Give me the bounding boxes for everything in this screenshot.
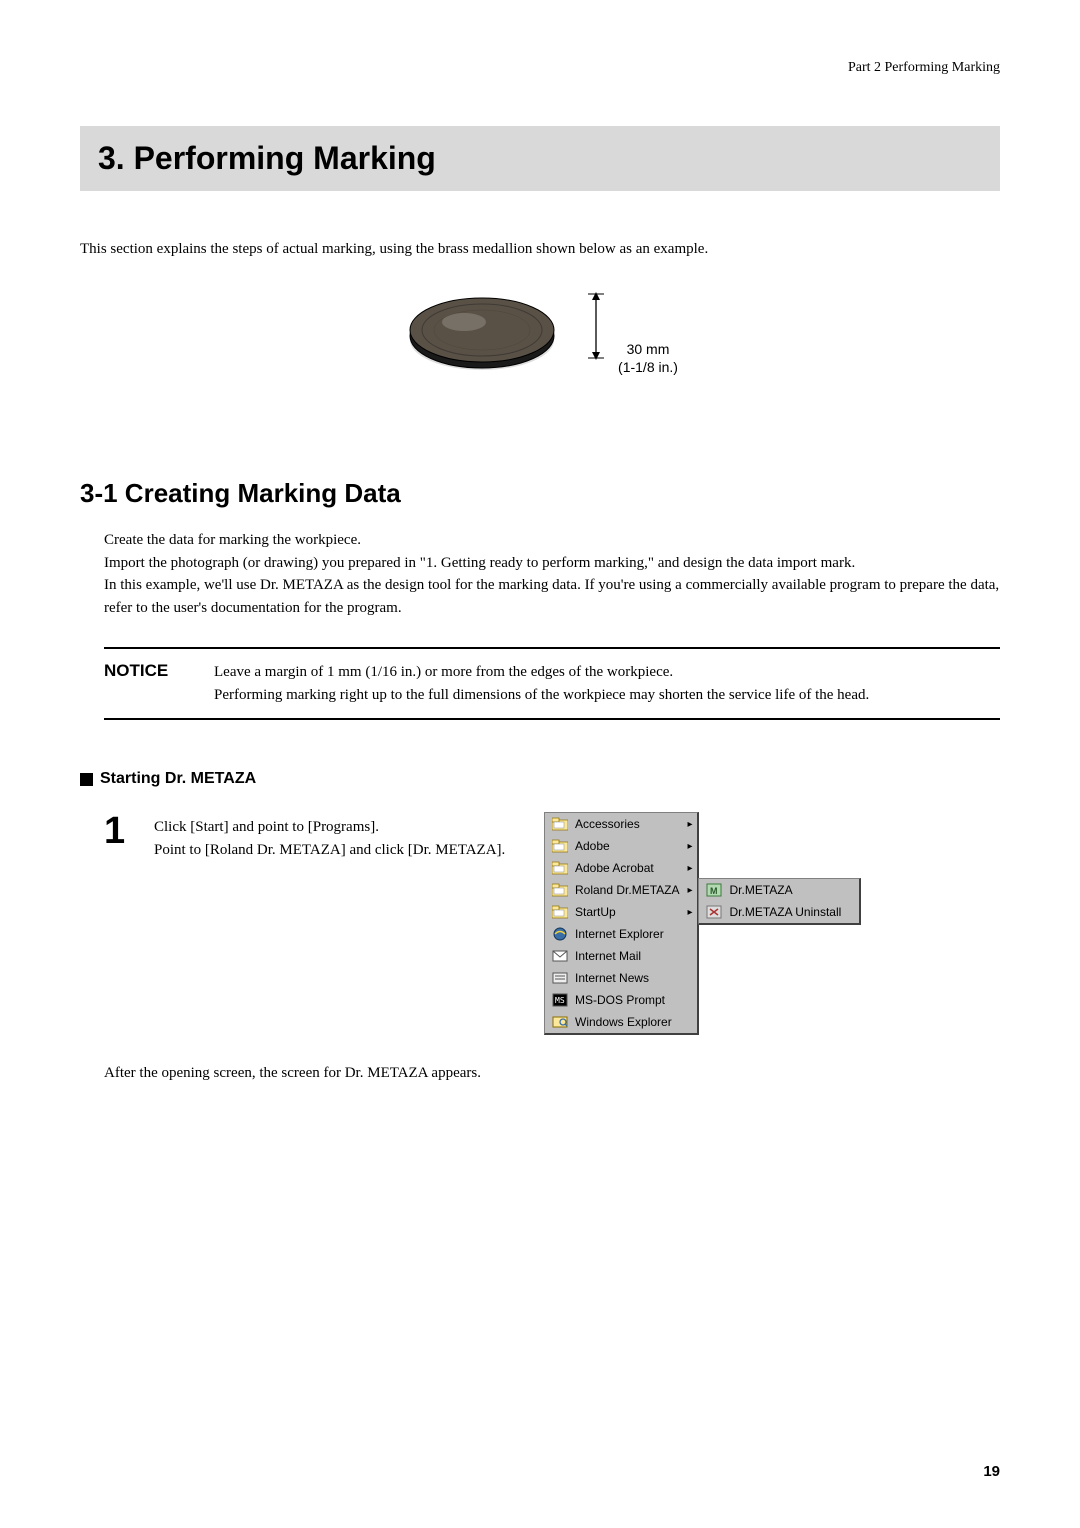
ie-icon	[551, 926, 569, 942]
menu-item[interactable]: StartUp	[545, 901, 697, 923]
page-header: Part 2 Performing Marking	[80, 60, 1000, 76]
menu-item-label: StartUp	[575, 905, 616, 919]
notice-line1: Leave a margin of 1 mm (1/16 in.) or mor…	[214, 664, 673, 680]
intro-paragraph: This section explains the steps of actua…	[80, 241, 1000, 258]
uninstall-icon	[705, 904, 723, 920]
menu-item[interactable]: Internet Mail	[545, 945, 697, 967]
submenu-item[interactable]: M Dr.METAZA	[699, 879, 859, 901]
step-row: 1 Click [Start] and point to [Programs].…	[104, 812, 1000, 1035]
step-line2: Point to [Roland Dr. METAZA] and click […	[154, 842, 505, 858]
step-instructions: Click [Start] and point to [Programs]. P…	[154, 812, 524, 1035]
submenu-item-label: Dr.METAZA Uninstall	[729, 905, 841, 919]
folder-icon	[551, 904, 569, 920]
subsection-title: Starting Dr. METAZA	[100, 770, 256, 788]
step-number: 1	[104, 812, 154, 1035]
dim-in: (1-1/8 in.)	[618, 359, 678, 375]
submenu-item[interactable]: Dr.METAZA Uninstall	[699, 901, 859, 923]
menu-screenshot: Accessories Adobe Adobe Acrobat Roland Dr.M…	[544, 812, 861, 1035]
section-body: Create the data for marking the workpiec…	[104, 529, 1000, 619]
menu-item-label: Internet Mail	[575, 949, 641, 963]
mail-icon	[551, 948, 569, 964]
explorer-icon	[551, 1014, 569, 1030]
notice-label: NOTICE	[104, 661, 214, 706]
news-icon	[551, 970, 569, 986]
dimension-group: 30 mm (1-1/8 in.)	[586, 290, 678, 377]
menu-item-label: Internet News	[575, 971, 649, 985]
folder-icon	[551, 860, 569, 876]
notice-block: NOTICE Leave a margin of 1 mm (1/16 in.)…	[104, 647, 1000, 720]
app-icon: M	[705, 882, 723, 898]
notice-line2: Performing marking right up to the full …	[214, 687, 869, 703]
page-number: 19	[983, 1463, 1000, 1480]
submenu-item-label: Dr.METAZA	[729, 883, 792, 897]
folder-icon	[551, 882, 569, 898]
step-line1: Click [Start] and point to [Programs].	[154, 819, 379, 835]
dimension-label: 30 mm (1-1/8 in.)	[618, 340, 678, 376]
menu-item[interactable]: MS MS-DOS Prompt	[545, 989, 697, 1011]
svg-text:MS: MS	[555, 996, 565, 1005]
section-heading: 3-1 Creating Marking Data	[80, 478, 1000, 509]
subsection-heading: Starting Dr. METAZA	[80, 770, 1000, 788]
menu-item[interactable]: Adobe Acrobat	[545, 857, 697, 879]
after-step-text: After the opening screen, the screen for…	[104, 1065, 1000, 1082]
medallion-illustration	[402, 288, 562, 378]
title-bar: 3. Performing Marking	[80, 126, 1000, 191]
dim-mm: 30 mm	[627, 341, 670, 357]
menu-item-label: Adobe Acrobat	[575, 861, 654, 875]
menu-item[interactable]: Internet News	[545, 967, 697, 989]
chapter-title: 3. Performing Marking	[98, 140, 982, 177]
start-menu-sub: M Dr.METAZA Dr.METAZA Uninstall	[698, 878, 861, 925]
menu-item-label: Adobe	[575, 839, 610, 853]
menu-item-label: Accessories	[575, 817, 640, 831]
menu-item[interactable]: Roland Dr.METAZA	[545, 879, 697, 901]
menu-item[interactable]: Accessories	[545, 813, 697, 835]
menu-item[interactable]: Adobe	[545, 835, 697, 857]
menu-item-label: MS-DOS Prompt	[575, 993, 665, 1007]
dos-icon: MS	[551, 992, 569, 1008]
medallion-figure: 30 mm (1-1/8 in.)	[80, 288, 1000, 408]
menu-item[interactable]: Windows Explorer	[545, 1011, 697, 1033]
folder-icon	[551, 838, 569, 854]
start-menu-main: Accessories Adobe Adobe Acrobat Roland Dr.M…	[544, 812, 699, 1035]
menu-item[interactable]: Internet Explorer	[545, 923, 697, 945]
svg-text:M: M	[710, 886, 718, 896]
notice-text: Leave a margin of 1 mm (1/16 in.) or mor…	[214, 661, 869, 706]
folder-icon	[551, 816, 569, 832]
dimension-arrow-icon	[586, 290, 606, 362]
menu-item-label: Internet Explorer	[575, 927, 664, 941]
menu-item-label: Roland Dr.METAZA	[575, 883, 679, 897]
menu-item-label: Windows Explorer	[575, 1015, 672, 1029]
